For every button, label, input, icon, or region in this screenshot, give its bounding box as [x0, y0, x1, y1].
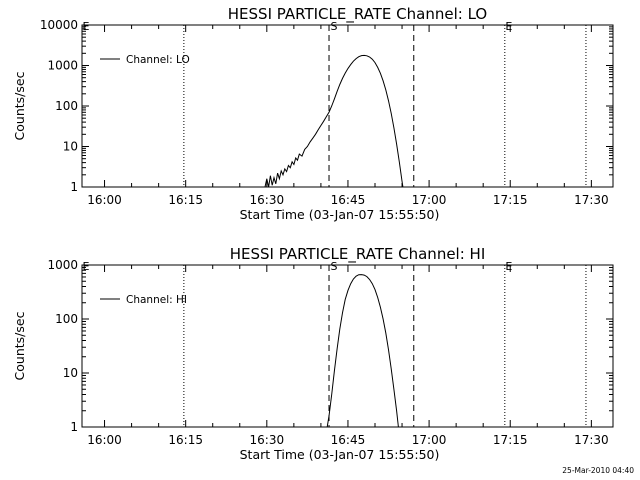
y-tick-label: 1: [70, 420, 78, 434]
legend: Channel: LO: [100, 54, 190, 66]
y-tick-label: 1000: [47, 258, 78, 272]
y-tick-label: 1: [70, 180, 78, 194]
legend-label: Channel: HI: [126, 294, 187, 306]
x-tick-label: 16:00: [87, 433, 122, 447]
y-tick-label: 10000: [40, 18, 78, 32]
x-axis-label: Start Time (03-Jan-07 15:55:50): [240, 207, 440, 222]
x-tick-label: 16:30: [250, 193, 285, 207]
y-tick-label: 100: [55, 312, 78, 326]
end-marker-label: E: [505, 20, 512, 33]
x-tick-label: 16:45: [331, 433, 366, 447]
x-tick-label: 17:15: [493, 433, 528, 447]
y-tick-label: 1000: [47, 59, 78, 73]
end-marker-label: E: [505, 260, 512, 273]
x-axis: 16:00 16:15 16:30 16:45 17:00 17:15 17:30: [87, 265, 609, 447]
y-axis: 1 10 100 1000: [47, 258, 613, 434]
start-marker-label: S: [331, 260, 338, 273]
y-axis-label: Counts/sec: [12, 71, 27, 140]
x-tick-label: 16:30: [250, 433, 285, 447]
print-timestamp: 25-Mar-2010 04:40: [562, 466, 634, 475]
corner-marker-label: E: [83, 20, 90, 33]
start-marker-label: S: [331, 20, 338, 33]
y-axis: 1 10 100 1000 10000: [40, 18, 613, 194]
chart-title: HESSI PARTICLE_RATE Channel: LO: [228, 5, 487, 24]
x-axis-label: Start Time (03-Jan-07 15:55:50): [240, 447, 440, 462]
x-tick-label: 16:15: [168, 433, 203, 447]
y-axis-label: Counts/sec: [12, 311, 27, 380]
series-line: [326, 274, 399, 428]
legend: Channel: HI: [100, 294, 187, 306]
x-tick-label: 16:45: [331, 193, 366, 207]
chart-panel-1: HESSI PARTICLE_RATE Channel: LO 16:00 16:1…: [12, 5, 614, 222]
x-tick-label: 17:15: [493, 193, 528, 207]
x-axis: 16:00 16:15 16:30 16:45 17:00 17:15 17:30: [87, 25, 609, 207]
series-line: [264, 54, 404, 188]
plot-frame: [81, 24, 614, 188]
chart-panel-2: HESSI PARTICLE_RATE Channel: HI 16:00 16:1…: [12, 245, 614, 462]
y-tick-label: 10: [63, 140, 78, 154]
x-tick-label: 17:00: [412, 193, 447, 207]
chart-title: HESSI PARTICLE_RATE Channel: HI: [230, 245, 486, 264]
legend-label: Channel: LO: [126, 54, 190, 66]
x-tick-label: 16:00: [87, 193, 122, 207]
x-tick-label: 16:15: [168, 193, 203, 207]
plot-frame: [81, 264, 614, 428]
corner-marker-label: E: [83, 260, 90, 273]
x-tick-label: 17:30: [574, 193, 609, 207]
x-tick-label: 17:30: [574, 433, 609, 447]
y-tick-label: 10: [63, 366, 78, 380]
x-tick-label: 17:00: [412, 433, 447, 447]
y-tick-label: 100: [55, 99, 78, 113]
